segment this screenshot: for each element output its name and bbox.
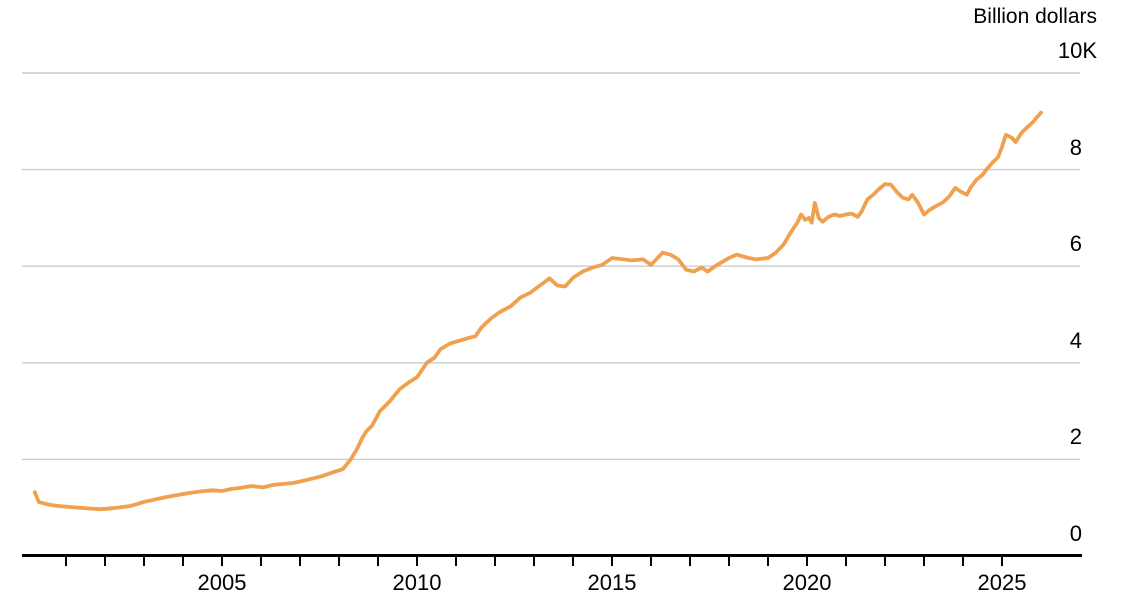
data-series-line xyxy=(32,110,1043,512)
